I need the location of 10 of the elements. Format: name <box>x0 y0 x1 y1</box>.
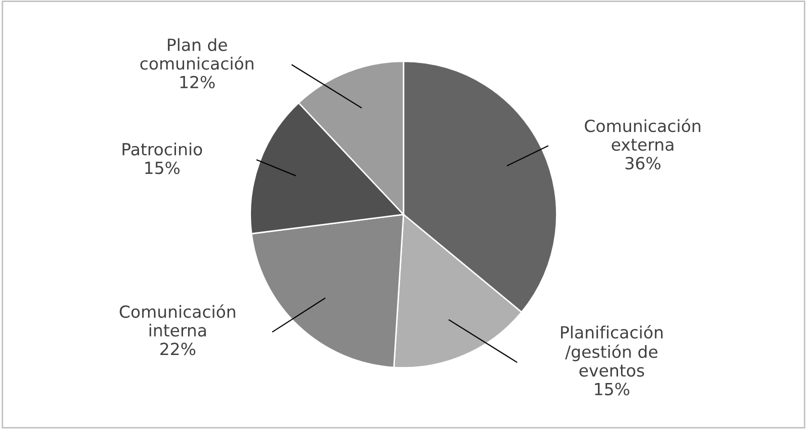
data-label: 15% <box>145 162 180 174</box>
data-label: 22% <box>160 342 196 356</box>
slice-label: Planificación /gestión de eventos <box>561 325 663 377</box>
slice-label: Plan de comunicación <box>140 38 254 70</box>
data-label: 12% <box>180 76 215 88</box>
data-label: 15% <box>595 382 630 396</box>
slice-label: Comunicación externa <box>584 118 700 151</box>
slice-label: Comunicación interna <box>120 304 236 337</box>
data-label: 36% <box>626 156 660 170</box>
slice-label: Patrocinio <box>122 142 202 156</box>
